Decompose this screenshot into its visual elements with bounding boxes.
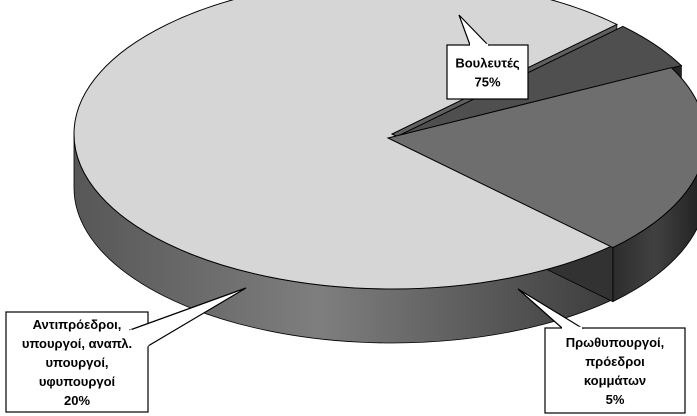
callout-box-1 [544, 327, 686, 414]
pie-slice-2 [386, 67, 697, 249]
pie-slice-1 [397, 25, 683, 137]
callout-label-1-1: πρόεδροι [585, 354, 645, 369]
callout-label-2-3: υφυπουργοί [39, 374, 116, 389]
callout-label-2-1: υπουργοί, αναπλ. [22, 336, 132, 351]
callout-label-1-2: κομμάτων [584, 373, 646, 388]
callout-label-0-1: 75% [474, 75, 500, 90]
callout-label-2-4: 20% [64, 393, 90, 408]
callout-box-2 [5, 311, 149, 413]
callout-box-0 [446, 44, 529, 100]
callout-label-2-0: Αντιπρόεδροι, [33, 317, 122, 332]
callout-label-1-0: Πρωθυπουργοί, [566, 335, 665, 350]
pie-side-shade-0-0 [74, 134, 617, 343]
pie-callouts: Βουλευτές 75% Πρωθυπουργοί, πρόεδροι κομμάτω… [5, 14, 686, 414]
callout-label-1-3: 5% [606, 392, 625, 407]
pie-side-shade-2-0 [612, 174, 697, 302]
callout-label-0-0: Βουλευτές [455, 56, 520, 71]
callout-label-2-2: υπουργοί, [45, 355, 108, 370]
